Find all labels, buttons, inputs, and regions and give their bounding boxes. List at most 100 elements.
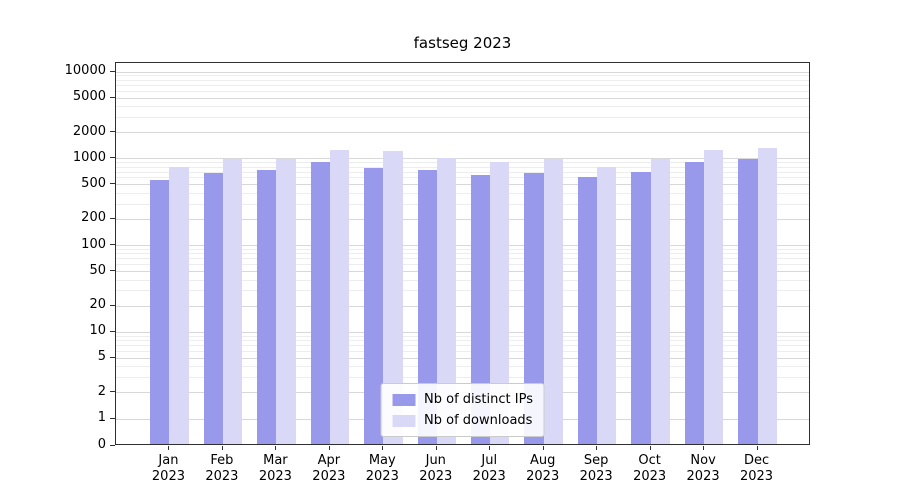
gridline	[116, 192, 809, 194]
x-tick-mark	[168, 446, 170, 450]
x-tick-label-feb: Feb 2023	[205, 453, 239, 484]
y-tick-label: 2	[97, 383, 106, 399]
x-tick-mark	[756, 446, 758, 450]
gridline	[116, 377, 809, 379]
y-tick-marks	[110, 62, 115, 446]
bar-nb-of-downloads-dec	[757, 148, 777, 444]
gridline	[116, 171, 809, 173]
bar-nb-of-downloads-mar	[276, 158, 296, 444]
y-tick-mark	[110, 157, 115, 159]
x-tick-label-oct: Oct 2023	[633, 453, 667, 484]
x-tick-mark	[596, 446, 598, 450]
y-tick-label: 200	[81, 210, 106, 226]
y-tick-mark	[110, 96, 115, 98]
x-tick-label-jun: Jun 2023	[419, 453, 453, 484]
x-tick-label-may: May 2023	[365, 453, 399, 484]
y-tick-label: 0	[97, 437, 106, 452]
gridline	[116, 184, 809, 186]
bar-nb-of-downloads-oct	[650, 158, 670, 444]
gridline	[116, 264, 809, 266]
gridline	[116, 331, 809, 333]
gridline	[116, 79, 809, 81]
gridline	[116, 350, 809, 352]
gridline	[116, 279, 809, 281]
x-tick-mark	[649, 446, 651, 450]
bar-nb-of-distinct-ips-may	[364, 167, 384, 444]
y-tick-label: 5	[97, 349, 106, 365]
gridline	[116, 253, 809, 255]
bar-nb-of-distinct-ips-jun	[417, 169, 437, 444]
y-tick-mark	[110, 270, 115, 272]
x-tick-mark	[221, 446, 223, 450]
gridline	[116, 203, 809, 205]
gridline	[116, 366, 809, 368]
y-tick-mark	[110, 183, 115, 185]
legend-swatch-distinct-ips	[392, 393, 416, 406]
bar-nb-of-downloads-feb	[222, 158, 243, 444]
bar-nb-of-distinct-ips-feb	[203, 172, 223, 444]
y-tick-label: 10	[89, 323, 106, 339]
y-tick-label: 5000	[72, 89, 106, 105]
legend-item-distinct-ips: Nb of distinct IPs	[392, 392, 533, 407]
y-tick-mark	[110, 417, 115, 419]
y-tick-label: 500	[81, 175, 106, 191]
x-tick-mark	[382, 446, 384, 450]
gridline	[116, 218, 809, 220]
x-tick-label-sep: Sep 2023	[579, 453, 613, 484]
gridline	[116, 357, 809, 359]
gridline	[116, 162, 809, 164]
x-tick-label-jul: Jul 2023	[472, 453, 506, 484]
gridline	[116, 335, 809, 337]
gridline	[116, 177, 809, 179]
x-tick-label-aug: Aug 2023	[526, 453, 560, 484]
x-tick-mark	[328, 446, 330, 450]
y-tick-mark	[110, 330, 115, 332]
gridline	[116, 340, 809, 342]
bar-nb-of-downloads-aug	[543, 159, 563, 444]
bar-nb-of-downloads-apr	[329, 149, 350, 444]
y-tick-mark	[110, 444, 115, 446]
y-tick-mark	[110, 304, 115, 306]
x-tick-marks	[115, 446, 810, 452]
x-tick-label-apr: Apr 2023	[312, 453, 346, 484]
gridline	[116, 116, 809, 118]
y-tick-label: 100	[81, 236, 106, 252]
gridline	[116, 166, 809, 168]
legend-label-downloads: Nb of downloads	[424, 413, 533, 428]
legend-swatch-downloads	[392, 414, 416, 427]
bar-nb-of-distinct-ips-sep	[577, 176, 598, 444]
x-tick-mark	[489, 446, 491, 450]
y-tick-mark	[110, 131, 115, 133]
x-tick-mark	[542, 446, 544, 450]
y-tick-label: 2000	[72, 123, 106, 139]
y-tick-mark	[110, 70, 115, 72]
y-tick-mark	[110, 356, 115, 358]
x-tick-label-jan: Jan 2023	[151, 453, 185, 484]
y-tick-label: 10000	[64, 63, 106, 78]
bar-nb-of-downloads-nov	[704, 149, 724, 444]
y-tick-mark	[110, 391, 115, 393]
y-tick-label: 50	[89, 262, 106, 278]
bar-nb-of-downloads-may	[383, 151, 403, 444]
gridline	[116, 248, 809, 250]
x-tick-label-mar: Mar 2023	[258, 453, 292, 484]
y-tick-label: 1000	[72, 149, 106, 165]
y-tick-label: 20	[89, 297, 106, 313]
bar-nb-of-distinct-ips-dec	[738, 159, 758, 444]
gridline	[116, 158, 809, 160]
bars-layer	[116, 63, 809, 444]
bar-nb-of-downloads-sep	[597, 166, 617, 444]
gridline	[116, 75, 809, 77]
bar-nb-of-distinct-ips-aug	[524, 172, 544, 444]
gridline	[116, 97, 809, 99]
bar-nb-of-downloads-jan	[169, 167, 189, 444]
bar-nb-of-distinct-ips-apr	[310, 162, 330, 444]
bar-nb-of-distinct-ips-nov	[684, 162, 705, 444]
plot-area: Nb of distinct IPs Nb of downloads	[115, 62, 810, 445]
legend-item-downloads: Nb of downloads	[392, 413, 533, 428]
legend-label-distinct-ips: Nb of distinct IPs	[424, 392, 533, 407]
bar-nb-of-distinct-ips-oct	[631, 172, 651, 444]
x-tick-mark	[435, 446, 437, 450]
bar-nb-of-distinct-ips-mar	[257, 170, 277, 444]
